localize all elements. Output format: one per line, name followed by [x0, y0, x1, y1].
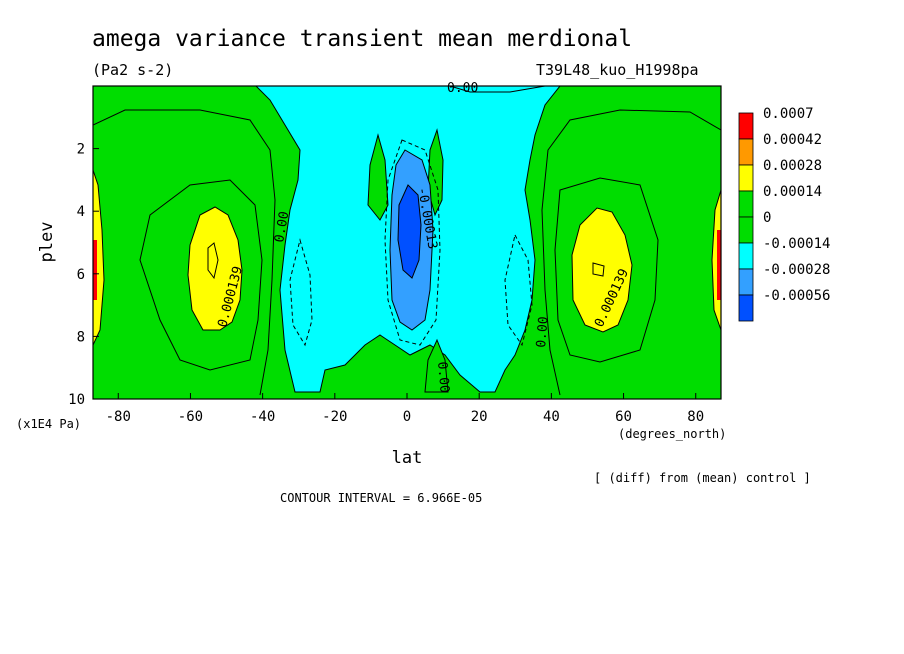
y-axis-unit: (x1E4 Pa): [16, 417, 81, 431]
note-diff: [ (diff) from (mean) control ]: [594, 471, 811, 485]
region-right-edge-red: [717, 230, 721, 300]
region-negative-darkblue: [397, 184, 422, 279]
x-tick-label: 0: [403, 409, 411, 425]
legend-swatch: [738, 190, 754, 218]
contour-label-bottom: 0.00: [434, 361, 452, 394]
region-positive-yellow-left: [187, 206, 243, 331]
x-axis-ticks: -80 -60 -40 -20 0 20 40 60 80: [106, 393, 704, 425]
legend-label: 0.0007: [763, 106, 814, 122]
y-tick-label: 10: [68, 392, 85, 408]
contour-right-outer: [554, 177, 659, 363]
x-axis-label: lat: [392, 448, 423, 468]
x-tick-label: -20: [322, 409, 347, 425]
x-tick-label: -80: [106, 409, 131, 425]
x-axis-unit: (degrees_north): [618, 427, 726, 441]
legend-label: 0.00028: [763, 158, 822, 174]
contour-dashed-left: [289, 238, 313, 347]
color-legend: 0.0007 0.00042 0.00028 0.00014 0 -0.00014 -0.0…: [738, 106, 830, 322]
legend-label: -0.00028: [763, 262, 830, 278]
y-tick-label: 6: [77, 267, 85, 283]
y-axis-ticks: 2 4 6 8 10: [68, 142, 99, 408]
contour-label-top: 0.00: [447, 81, 478, 96]
chart-units: (Pa2 s-2): [92, 61, 173, 79]
region-green-right-upper: [427, 128, 444, 217]
legend-label: -0.00014: [763, 236, 830, 252]
legend-swatch: [738, 268, 754, 296]
legend-swatch: [738, 216, 754, 244]
legend-label: 0.00042: [763, 132, 822, 148]
chart-title: amega variance transient mean merdional: [92, 26, 632, 52]
contour-dashed-right: [504, 233, 533, 347]
x-tick-label: 60: [615, 409, 632, 425]
x-tick-label: 80: [687, 409, 704, 425]
legend-swatch: [738, 242, 754, 270]
contour-left-broad: [93, 109, 276, 396]
contour-left-outer: [139, 179, 263, 371]
y-tick-label: 8: [77, 329, 85, 345]
legend-swatch: [738, 112, 754, 140]
x-tick-label: 20: [471, 409, 488, 425]
region-positive-yellow-right: [571, 207, 633, 333]
region-green-bottom-center: [424, 338, 449, 393]
contour-label-right-zero: 0.00: [534, 316, 552, 349]
x-tick-label: -40: [250, 409, 275, 425]
contour-left-inner: [207, 242, 219, 280]
contour-right-inner: [592, 262, 605, 277]
x-tick-label: -60: [178, 409, 203, 425]
y-tick-label: 2: [77, 142, 85, 158]
legend-swatch: [738, 164, 754, 192]
region-left-edge-red-core: [93, 240, 97, 300]
legend-label: -0.00056: [763, 288, 830, 304]
contour-top-strip: [449, 86, 546, 93]
region-green-left-upper: [367, 133, 389, 221]
y-tick-label: 4: [77, 204, 85, 220]
legend-label: 0.00014: [763, 184, 822, 200]
legend-swatch: [738, 294, 754, 322]
legend-swatch: [738, 138, 754, 166]
contour-label-left-zero: 0.00: [272, 210, 292, 243]
legend-label: 0: [763, 210, 771, 226]
chart-experiment: T39L48_kuo_H1998pa: [536, 61, 699, 79]
x-tick-label: 40: [543, 409, 560, 425]
plot-area: [93, 86, 721, 399]
region-left-edge-red: [93, 169, 105, 346]
y-axis-label: plev: [37, 222, 57, 263]
contour-interval: CONTOUR INTERVAL = 6.966E-05: [280, 491, 482, 505]
contour-dashed-core-outer: [384, 139, 441, 346]
contour-right-broad: [541, 109, 721, 396]
